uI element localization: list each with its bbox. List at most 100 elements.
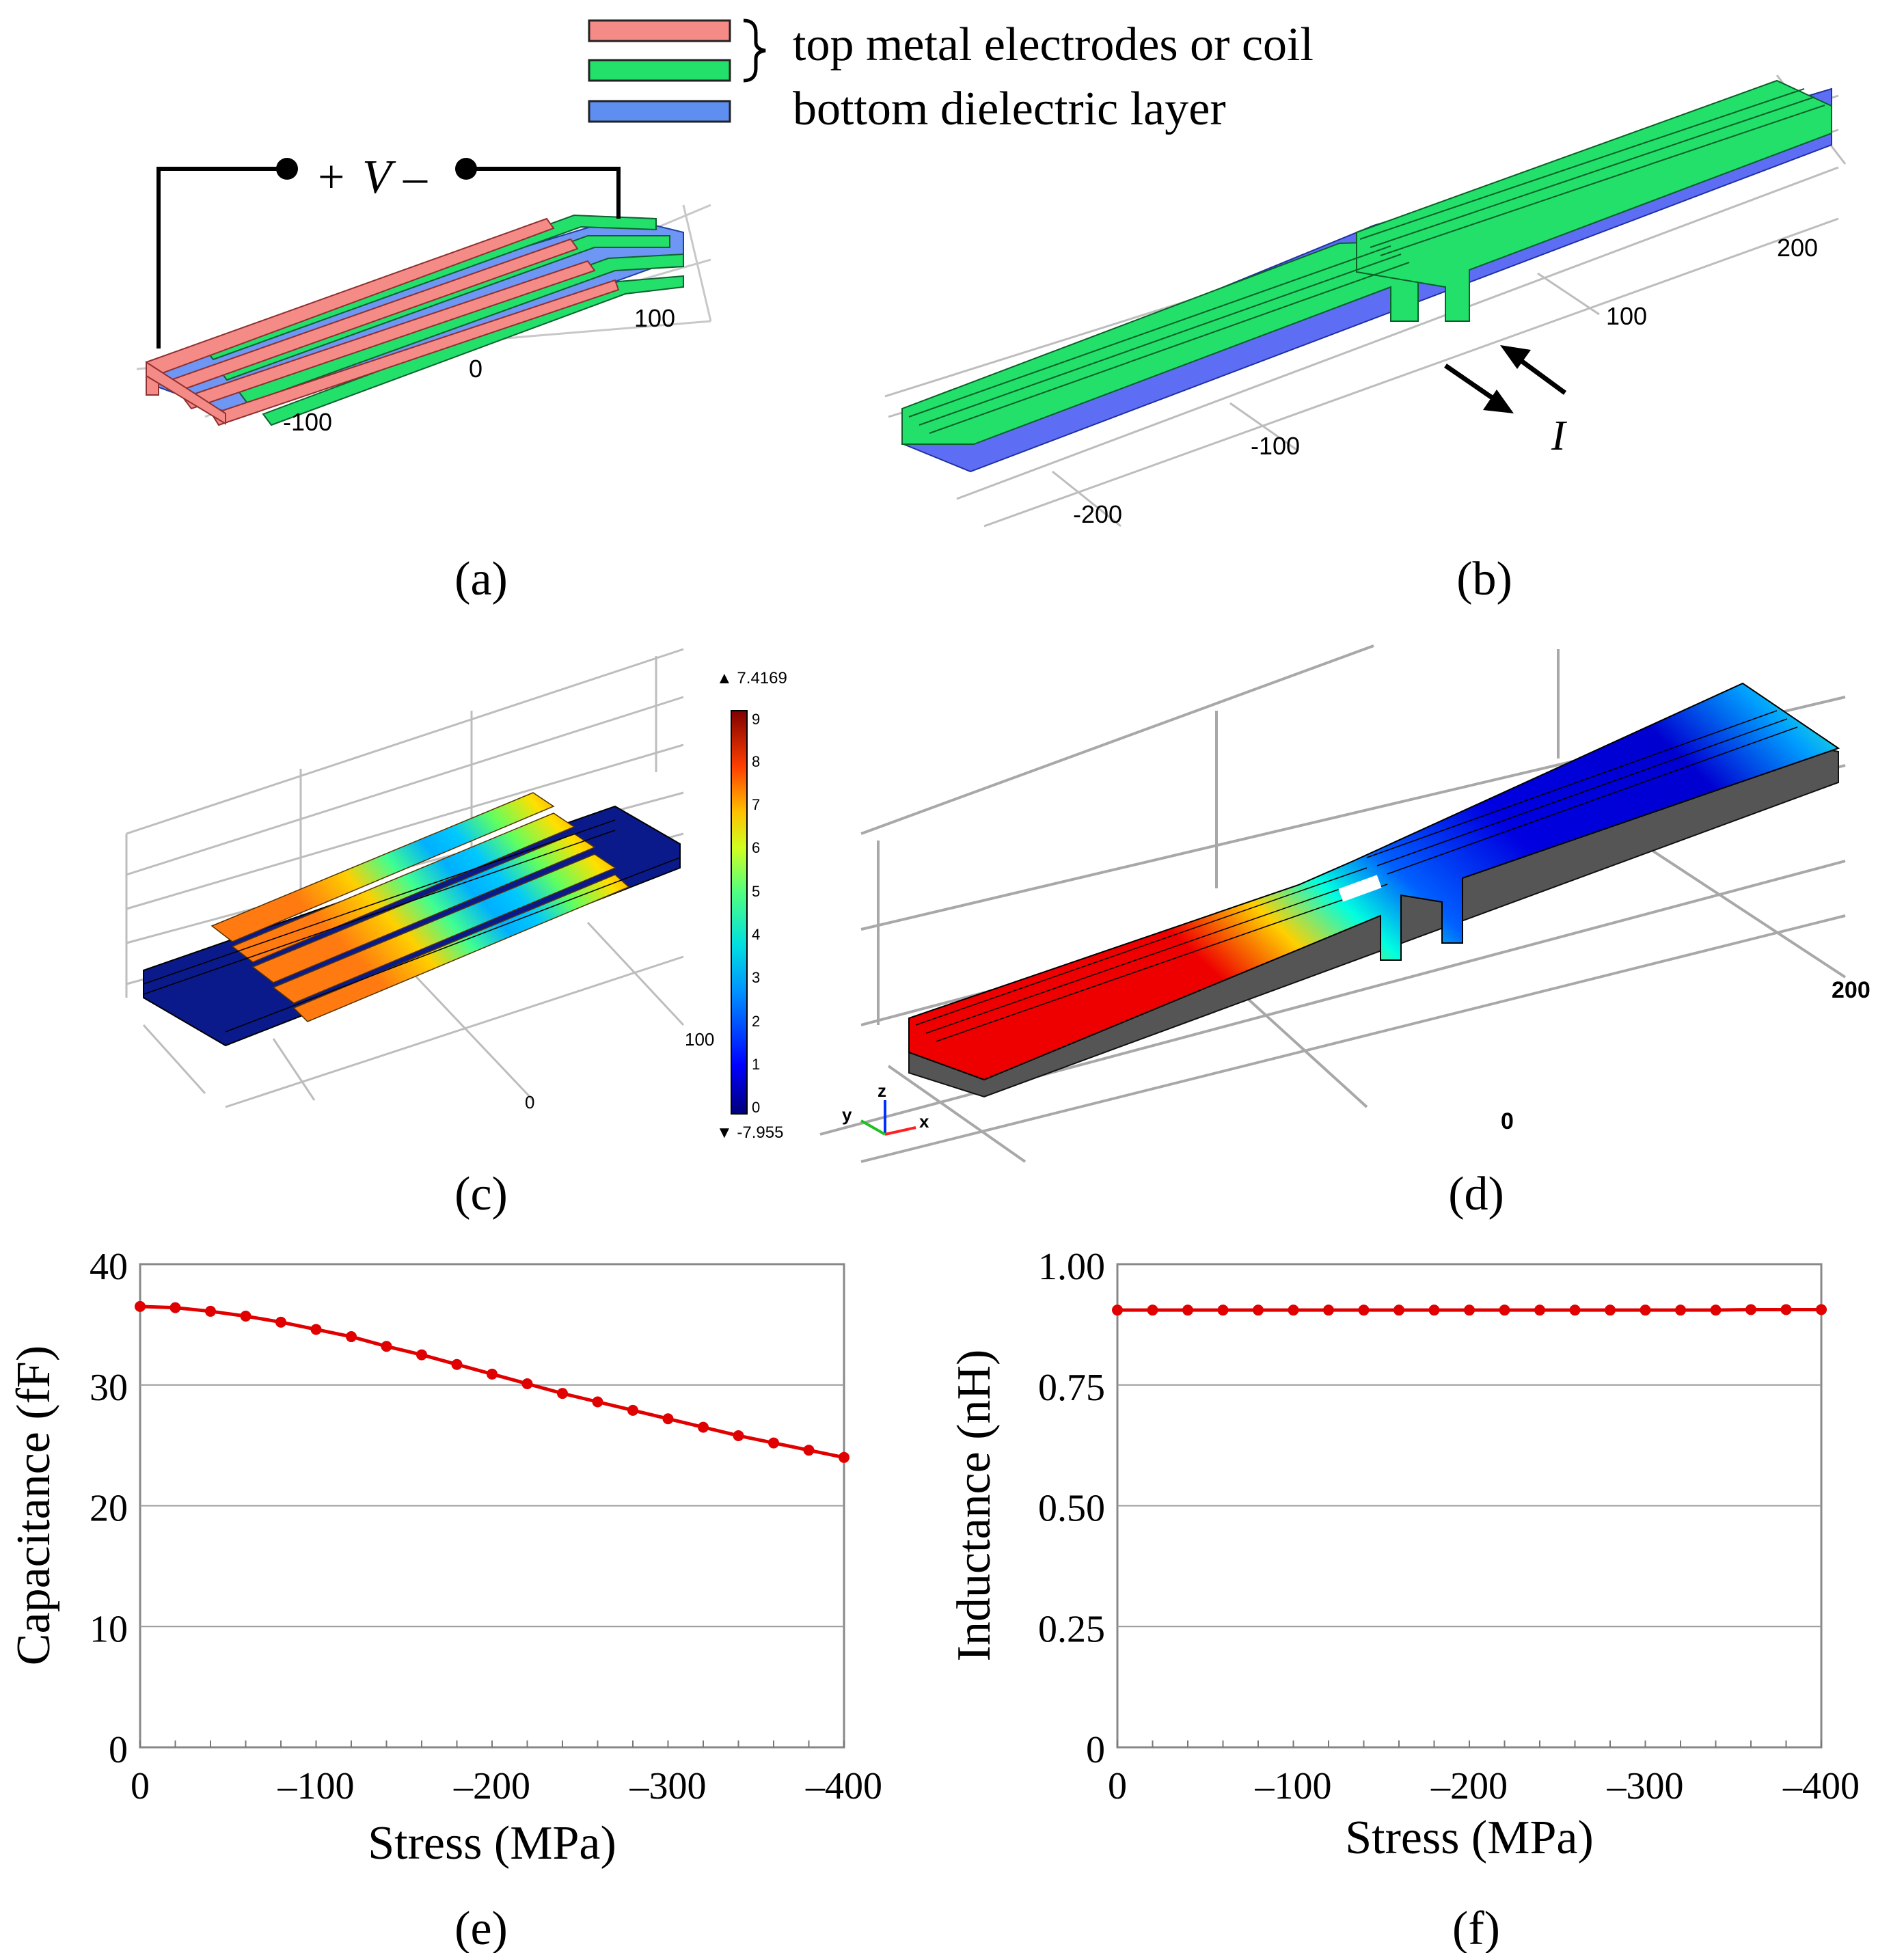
colorbar-tick-1: 1 [752,1056,760,1073]
panel-a-red-electrodes [146,217,620,426]
chart-f-x-tick-labels: 0 –100 –200 –300 –400 [1108,1765,1860,1807]
chart-f-xtick-label: –100 [1255,1765,1332,1807]
chart-f-xtick-label: 0 [1108,1765,1127,1807]
chart-e-ytick-label: 0 [109,1729,128,1771]
chart-e-data-point [662,1413,674,1425]
colorbar-tick-9: 9 [752,711,760,728]
chart-f-ytick-label: 0.25 [1038,1608,1105,1650]
chart-e-gridlines [139,1384,845,1747]
chart-e-ytick-label: 30 [90,1367,128,1409]
panel-b-current-arrows [1444,353,1567,405]
chart-f-data-point [1428,1305,1440,1316]
chart-f-data-point [1393,1305,1404,1316]
capacitance-chart: 0 10 20 30 40 0 –100 –200 –300 –400 Stress (MPa)… [8,1246,882,1953]
panel-b-tick-100: 100 [1606,302,1647,330]
chart-f-ytick-label: 1.00 [1038,1246,1105,1288]
panel-d-axis-x: x [919,1111,929,1132]
chart-f-ylabel: Inductance (nH) [948,1350,1001,1662]
chart-e-y-tick-labels: 0 10 20 30 40 [90,1246,128,1771]
legend-swatch-bottom-blue [588,100,731,123]
chart-e-xlabel: Stress (MPa) [368,1817,616,1870]
panel-a-tick-100: 100 [634,304,675,332]
chart-f-data-point [1358,1305,1370,1316]
chart-f-data-point [1640,1305,1651,1316]
chart-e-data-point [205,1305,216,1317]
chart-f-data-point [1464,1305,1475,1316]
chart-e-data-point [803,1445,815,1456]
panel-a-terminal-right [455,158,477,180]
panel-c-colorbar-max: ▲ 7.4169 [716,669,787,687]
panel-d-axis-z: z [878,1080,886,1101]
panel-b: I 200 100 -100 -200 (b) [884,74,1847,605]
chart-f-data-point [1534,1305,1545,1316]
chart-f-ytick-label: 0 [1086,1729,1105,1771]
colorbar-tick-7: 7 [752,796,760,813]
panel-d-coil-lines [915,710,1798,1042]
legend: top metal electrodes or coil bottom diel… [588,18,1314,135]
chart-f-data-point [1780,1304,1792,1315]
chart-f-data-point [1675,1305,1686,1316]
chart-e-ytick-label: 40 [90,1246,128,1288]
chart-e-data-point [451,1358,463,1370]
panel-c-colorbar-min: ▼ -7.955 [716,1123,783,1142]
panel-c-colorbar [731,710,748,1115]
chart-e-data-point [275,1316,286,1328]
panel-a-circuit [157,167,621,349]
panel-a-voltage-minus: – [403,151,428,204]
chart-e-data-point [592,1396,603,1408]
chart-f-data-point [1182,1305,1193,1316]
chart-f-gridlines [1117,1384,1822,1747]
colorbar-tick-3: 3 [752,969,760,986]
chart-f-data-point [1112,1305,1123,1316]
panel-b-tick-neg100: -100 [1251,432,1300,460]
chart-e-data-point [733,1430,744,1441]
chart-e-data-point [768,1437,779,1449]
chart-f-data-point [1217,1305,1229,1316]
panel-b-arrow-in [1500,345,1531,369]
colorbar-tick-4: 4 [752,926,760,943]
chart-e-data-point [346,1331,357,1343]
panel-b-tick-neg200: -200 [1073,500,1122,528]
panel-c-colorbar-ticks: 9 8 7 6 5 4 3 2 1 0 [752,711,760,1116]
panel-e-caption: (e) [454,1902,508,1953]
panel-c: 9 8 7 6 5 4 3 2 1 0 ▲ 7.4169 ▼ -7.955 10… [125,648,787,1220]
chart-e-data-point [240,1311,251,1322]
panel-c-tick-100: 100 [685,1029,714,1050]
panel-a-tick-neg100: -100 [283,408,332,436]
panel-b-coil [901,79,1832,445]
chart-f-data-point [1710,1305,1722,1316]
panel-b-tick-200: 200 [1777,234,1818,262]
panel-f-caption: (f) [1452,1902,1500,1953]
chart-f-ytick-label: 0.75 [1038,1367,1105,1409]
panel-c-deformed-electrodes [210,792,630,1022]
panel-b-caption: (b) [1456,553,1512,605]
panel-c-caption: (c) [454,1168,508,1220]
chart-f-data-point [1253,1305,1264,1316]
chart-e-data-point [381,1341,392,1352]
chart-f-data-point [1323,1305,1334,1316]
panel-a-voltage-plus: + [318,151,344,204]
panel-d-tick-0: 0 [1501,1108,1514,1134]
chart-f-data-point [1288,1305,1299,1316]
legend-swatch-top-green [588,59,731,82]
chart-e-ylabel: Capacitance (fF) [8,1346,60,1665]
chart-f-data-point [1816,1304,1827,1315]
chart-f-data-point [1147,1305,1158,1316]
colorbar-tick-6: 6 [752,839,760,856]
legend-swatch-top-red [588,19,731,42]
chart-e-data-point [135,1300,146,1312]
chart-e-ytick-label: 20 [90,1488,128,1530]
colorbar-tick-5: 5 [752,883,760,900]
chart-e-data-point [521,1378,533,1389]
panel-a-terminal-left [276,158,298,180]
chart-e-xtick-label: –400 [805,1765,882,1807]
chart-e-ytick-label: 10 [90,1608,128,1650]
legend-label-bottom: bottom dielectric layer [793,83,1226,135]
chart-f-xtick-label: –300 [1607,1765,1684,1807]
panel-b-current-symbol: I [1551,413,1568,459]
chart-e-data-point [416,1349,427,1361]
colorbar-tick-2: 2 [752,1013,760,1030]
chart-e-series [135,1300,849,1463]
panel-a-tick-0: 0 [469,355,482,383]
